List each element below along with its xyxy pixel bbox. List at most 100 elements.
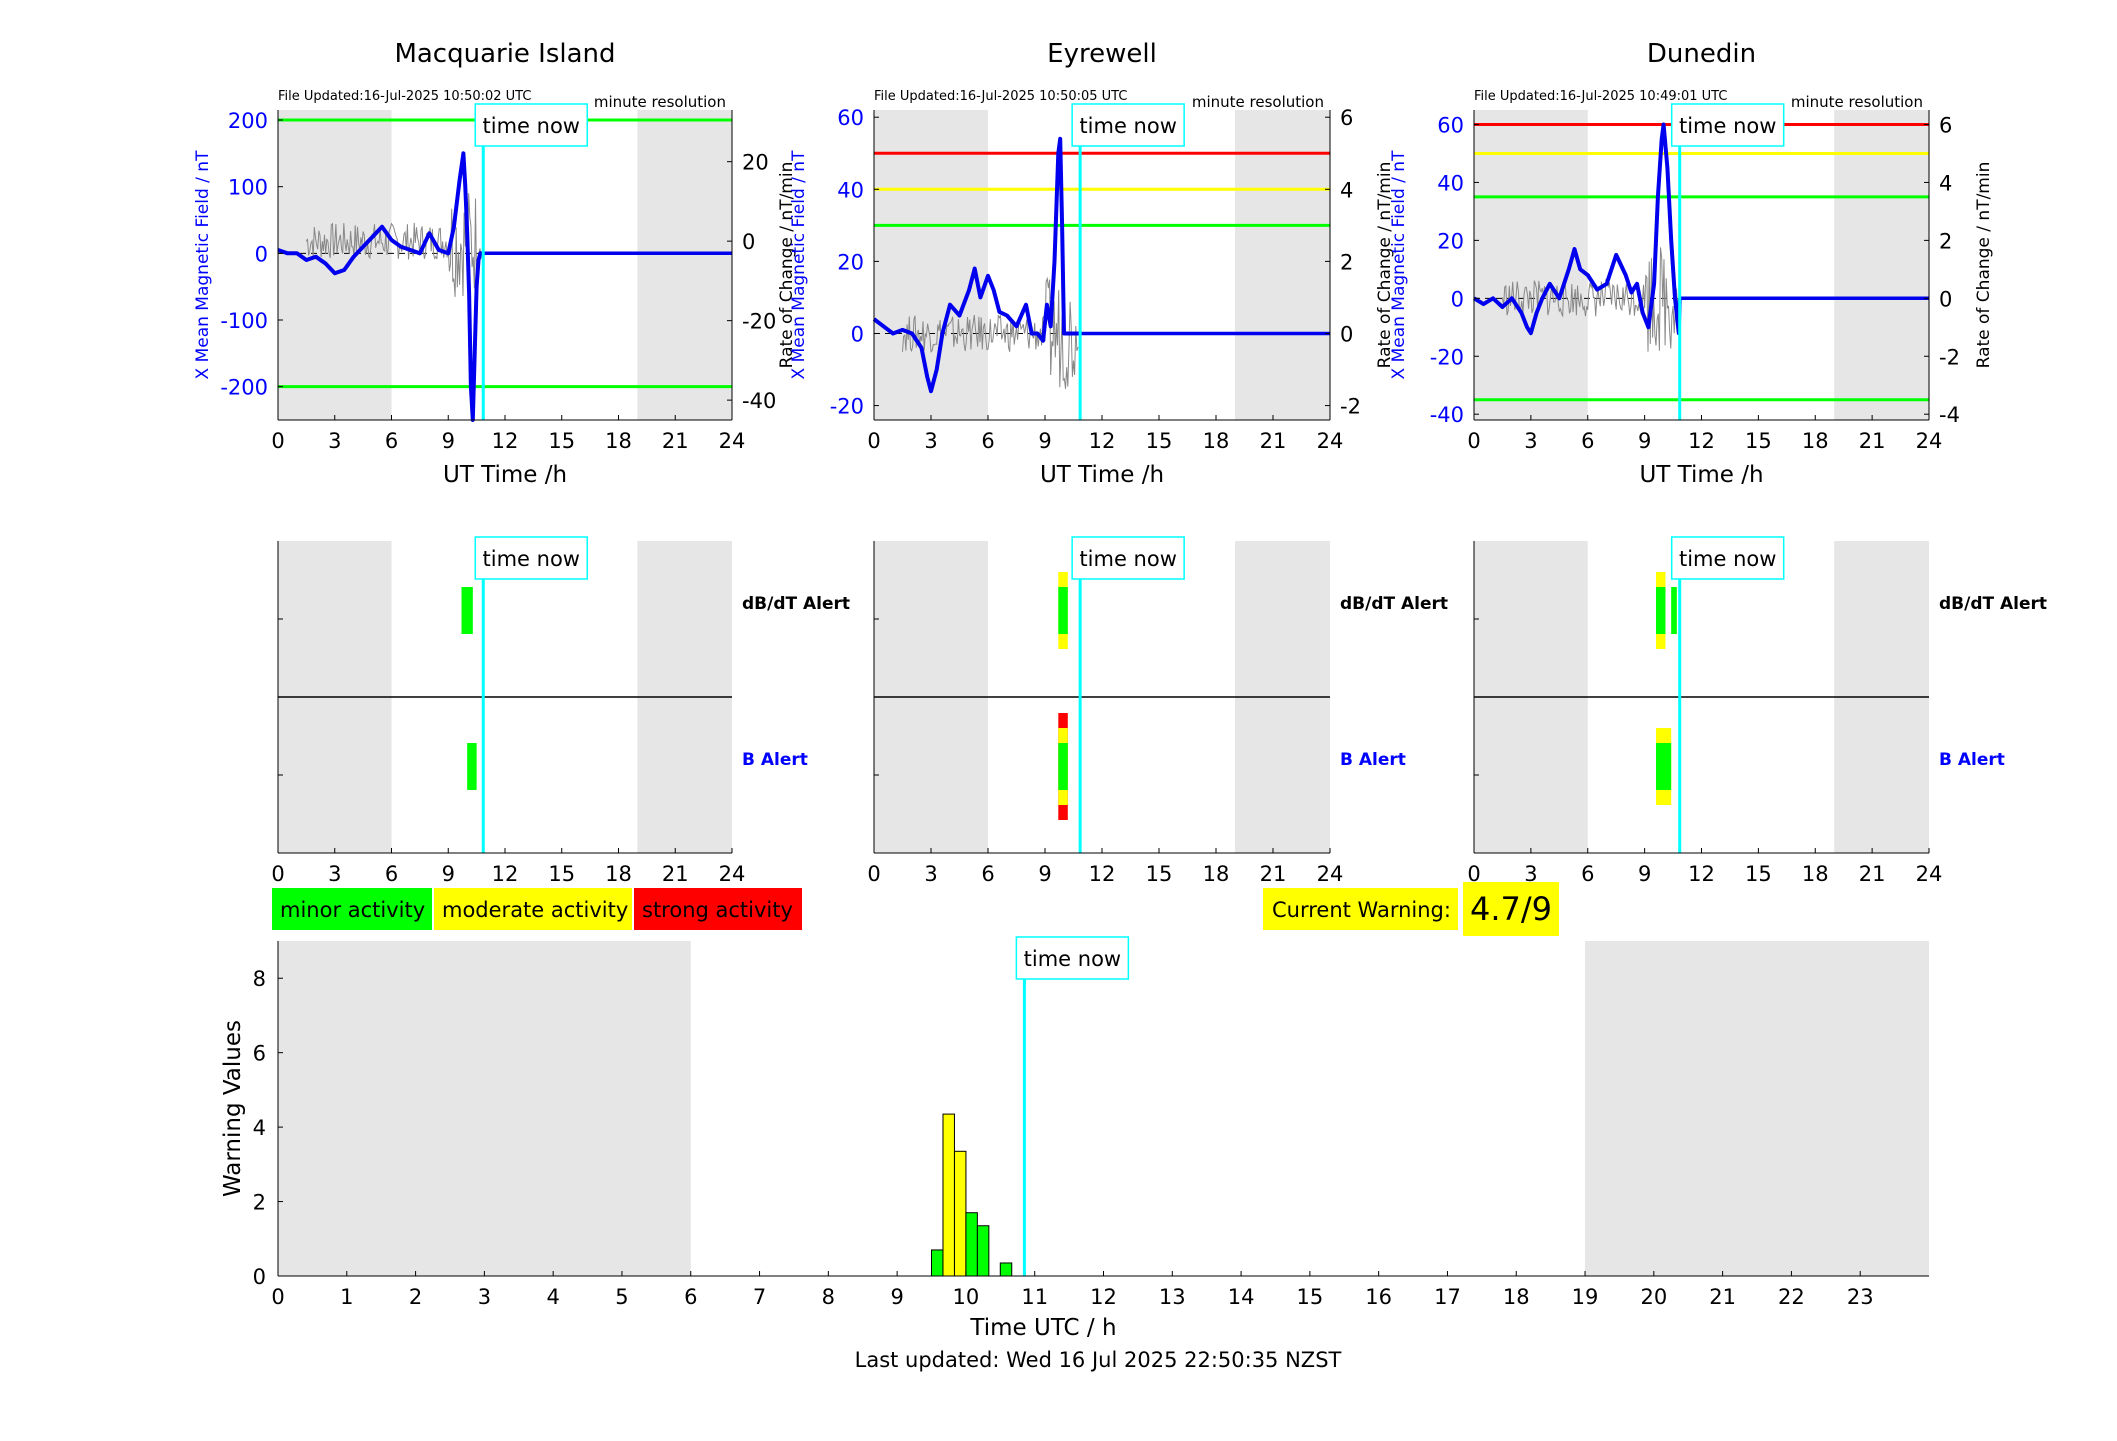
legend-label-0: minor activity xyxy=(280,898,425,922)
warning-values-chart: 0 1 2 3 4 5 6 7 8 9 10 11 12 13 14 15 16 17 18 19 20 21 22 2302… xyxy=(220,941,1929,1341)
y-right-tick-label: 20 xyxy=(742,151,769,175)
y-left-axis-label: X Mean Magnetic Field / nT xyxy=(789,150,809,380)
x-tick-label: 4 xyxy=(546,1285,559,1309)
warning-bar-2 xyxy=(953,1150,967,1277)
y-right-tick-label: -2 xyxy=(1340,395,1361,419)
time-now-label: time now xyxy=(1079,547,1176,571)
x-axis-label: UT Time /h xyxy=(1639,462,1763,488)
time-now-label: time now xyxy=(1679,114,1776,138)
x-tick-label: 12 xyxy=(1090,1285,1117,1309)
y-left-axis-label: X Mean Magnetic Field / nT xyxy=(193,150,213,380)
y-left-tick-label: 0 xyxy=(255,242,268,266)
x-tick-label: 3 xyxy=(328,429,341,453)
x-tick-label: 18 xyxy=(1503,1285,1530,1309)
alert-row-label: B Alert xyxy=(742,750,808,770)
night-shade-0 xyxy=(278,110,392,420)
x-tick-label: 10 xyxy=(953,1285,980,1309)
x-tick-label: 0 xyxy=(1467,429,1480,453)
night-shade-1 xyxy=(1235,110,1330,420)
warning-bar-0 xyxy=(930,1249,944,1277)
legend-swatch-2 xyxy=(634,888,802,930)
time-now-box xyxy=(474,103,588,147)
x-tick-label: 0 xyxy=(271,862,284,886)
x-tick-label: 11 xyxy=(1021,1285,1048,1309)
x-tick-label: 9 xyxy=(1038,429,1051,453)
alert-block-0-1 xyxy=(1656,587,1666,634)
x-tick-label: 18 xyxy=(1203,862,1230,886)
time-now-box xyxy=(1071,536,1185,580)
x-tick-label: 23 xyxy=(1847,1285,1874,1309)
y-left-tick-label: 0 xyxy=(1451,287,1464,311)
station-title: Eyrewell xyxy=(1047,39,1157,69)
warning-bar-1 xyxy=(942,1113,955,1277)
resolution-label: minute resolution xyxy=(1192,93,1324,111)
x-tick-label: 2 xyxy=(409,1285,422,1309)
y-right-tick-label: 2 xyxy=(1340,250,1353,274)
x-tick-label: 18 xyxy=(1203,429,1230,453)
y-right-tick-label: -2 xyxy=(1939,345,1960,369)
x-tick-label: 3 xyxy=(478,1285,491,1309)
x-tick-label: 6 xyxy=(981,862,994,886)
y-tick-label: 4 xyxy=(253,1116,266,1140)
y-left-tick-label: 40 xyxy=(1437,171,1464,195)
x-tick-label: 21 xyxy=(1859,429,1886,453)
y-left-tick-label: 60 xyxy=(1437,113,1464,137)
x-tick-label: 21 xyxy=(662,862,689,886)
last-updated-text: Last updated: Wed 16 Jul 2025 22:50:35 N… xyxy=(855,1348,1342,1372)
x-tick-label: 12 xyxy=(492,429,519,453)
x-tick-label: 3 xyxy=(924,862,937,886)
y-tick-label: 6 xyxy=(253,1042,266,1066)
alert-row-label: dB/dT Alert xyxy=(1340,594,1448,614)
x-tick-label: 12 xyxy=(1688,429,1715,453)
alert-block-1-1 xyxy=(1656,743,1672,790)
x-tick-label: 6 xyxy=(385,429,398,453)
night-shade-0 xyxy=(278,941,691,1276)
x-tick-label: 9 xyxy=(442,862,455,886)
x-tick-label: 9 xyxy=(890,1285,903,1309)
legend-swatch-1 xyxy=(434,888,632,930)
x-tick-label: 21 xyxy=(1709,1285,1736,1309)
time-now-label: time now xyxy=(483,114,580,138)
y-tick-label: 2 xyxy=(253,1191,266,1215)
y-right-tick-label: 4 xyxy=(1340,178,1353,202)
station-chart-0: 0 3 6 9 12 15 18 21 242001000-100-200200-20-40Ma… xyxy=(193,39,797,488)
y-left-tick-label: -100 xyxy=(220,309,268,333)
time-now-marker-station-1: time now xyxy=(1071,103,1185,147)
night-shade-1 xyxy=(637,110,732,420)
alert-row-label: B Alert xyxy=(1939,750,2005,770)
station-chart-1: 0 3 6 9 12 15 18 21 246040200-206420-2EyrewellFi… xyxy=(789,39,1395,488)
x-tick-label: 15 xyxy=(548,429,575,453)
station-title: Macquarie Island xyxy=(394,39,615,69)
x-tick-label: 6 xyxy=(981,429,994,453)
y-right-tick-label: 0 xyxy=(1939,287,1952,311)
x-tick-label: 3 xyxy=(924,429,937,453)
time-now-marker-alert-0: time now xyxy=(474,536,588,580)
x-tick-label: 0 xyxy=(867,429,880,453)
x-tick-label: 9 xyxy=(1038,862,1051,886)
alert-row-label: dB/dT Alert xyxy=(742,594,850,614)
x-tick-label: 15 xyxy=(1297,1285,1324,1309)
x-tick-label: 12 xyxy=(1688,862,1715,886)
y-right-tick-label: -40 xyxy=(742,389,776,413)
x-tick-label: 18 xyxy=(1802,429,1829,453)
x-tick-label: 14 xyxy=(1228,1285,1255,1309)
file-updated-label: File Updated:16-Jul-2025 10:50:05 UTC xyxy=(874,89,1127,104)
alert-row-label: B Alert xyxy=(1340,750,1406,770)
time-now-box xyxy=(1071,103,1185,147)
warning-bar-3 xyxy=(965,1212,978,1277)
x-tick-label: 0 xyxy=(867,862,880,886)
x-tick-label: 8 xyxy=(822,1285,835,1309)
y-axis-label: Warning Values xyxy=(220,1020,246,1197)
x-tick-label: 9 xyxy=(1638,862,1651,886)
y-right-axis-label: Rate of Change / nT/min xyxy=(1375,162,1395,369)
x-tick-label: 7 xyxy=(753,1285,766,1309)
x-tick-label: 24 xyxy=(1317,862,1344,886)
current-warning-box xyxy=(1263,888,1458,930)
legend-label-2: strong activity xyxy=(642,898,793,922)
x-tick-label: 16 xyxy=(1365,1285,1392,1309)
y-tick-label: 0 xyxy=(253,1265,266,1289)
time-now-marker-alert-1: time now xyxy=(1071,536,1185,580)
time-now-box xyxy=(474,536,588,580)
time-now-label: time now xyxy=(1679,547,1776,571)
y-left-tick-label: 200 xyxy=(228,109,268,133)
